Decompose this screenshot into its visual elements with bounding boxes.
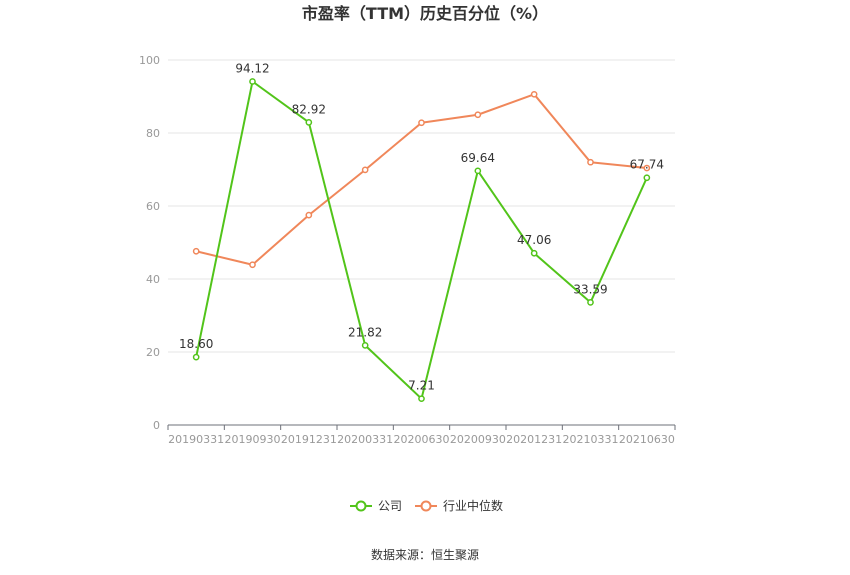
x-tick-label: 20210331 bbox=[563, 433, 619, 446]
y-axis: 0 20 40 60 80 100 bbox=[139, 54, 160, 432]
series-layer: 18.60 94.12 82.92 21.82 7.21 69.64 47.06 33.59 6… bbox=[179, 61, 664, 403]
legend[interactable]: 公司 行业中位数 bbox=[350, 498, 503, 513]
data-label: 94.12 bbox=[235, 61, 269, 75]
legend-item-0[interactable]: 公司 bbox=[350, 499, 402, 513]
y-tick-label: 20 bbox=[146, 346, 160, 359]
y-tick-label: 0 bbox=[153, 419, 160, 432]
data-point[interactable] bbox=[643, 164, 651, 172]
grid bbox=[168, 59, 675, 353]
data-label: 69.64 bbox=[461, 151, 495, 165]
data-point[interactable] bbox=[474, 111, 482, 119]
y-tick-label: 60 bbox=[146, 200, 160, 213]
data-point[interactable] bbox=[192, 247, 200, 255]
data-label: 21.82 bbox=[348, 325, 382, 339]
y-tick-label: 100 bbox=[139, 54, 160, 67]
legend-label: 行业中位数 bbox=[443, 498, 503, 513]
chart-title: 市盈率（TTM）历史百分位（%） bbox=[302, 4, 548, 23]
y-tick-label: 40 bbox=[146, 273, 160, 286]
x-tick-label: 20190331 bbox=[168, 433, 224, 446]
x-tick-label: 20201231 bbox=[506, 433, 562, 446]
y-tick-label: 80 bbox=[146, 127, 160, 140]
legend-item-1[interactable]: 行业中位数 bbox=[415, 498, 503, 513]
series-line bbox=[195, 80, 648, 400]
legend-marker bbox=[420, 500, 432, 512]
data-label: 67.74 bbox=[630, 158, 664, 172]
data-point[interactable] bbox=[249, 78, 256, 85]
data-point[interactable] bbox=[474, 167, 482, 175]
data-label: 33.59 bbox=[573, 282, 607, 296]
data-point[interactable] bbox=[249, 261, 256, 269]
series-1 bbox=[192, 90, 651, 269]
data-point[interactable] bbox=[361, 166, 369, 174]
data-point[interactable] bbox=[361, 342, 369, 349]
x-tick-label: 20210630 bbox=[619, 433, 675, 446]
x-tick-label: 20200331 bbox=[337, 433, 393, 446]
data-point[interactable] bbox=[305, 211, 313, 219]
data-point[interactable] bbox=[587, 299, 594, 306]
x-tick-label: 20200630 bbox=[394, 433, 450, 446]
data-label: 47.06 bbox=[517, 233, 551, 247]
legend-label: 公司 bbox=[378, 499, 402, 513]
data-point[interactable] bbox=[418, 119, 425, 127]
data-label: 7.21 bbox=[408, 379, 435, 393]
x-axis: 20190331 20190930 20191231 20200331 20200630… bbox=[167, 424, 676, 446]
source-note: 数据来源：恒生聚源 bbox=[371, 547, 479, 562]
series-0: 18.60 94.12 82.92 21.82 7.21 69.64 47.06 33.59 6… bbox=[179, 61, 664, 403]
x-tick-label: 20200930 bbox=[450, 433, 506, 446]
data-point[interactable] bbox=[587, 158, 594, 166]
data-point[interactable] bbox=[305, 118, 313, 126]
data-label: 18.60 bbox=[179, 337, 213, 351]
legend-marker bbox=[355, 500, 367, 512]
data-point[interactable] bbox=[530, 249, 538, 257]
data-point[interactable] bbox=[192, 353, 200, 361]
x-tick-label: 20190930 bbox=[225, 433, 281, 446]
data-point[interactable] bbox=[530, 90, 538, 98]
data-point[interactable] bbox=[418, 395, 425, 403]
x-tick-label: 20191231 bbox=[281, 433, 337, 446]
data-label: 82.92 bbox=[292, 102, 326, 116]
data-point[interactable] bbox=[643, 174, 651, 182]
